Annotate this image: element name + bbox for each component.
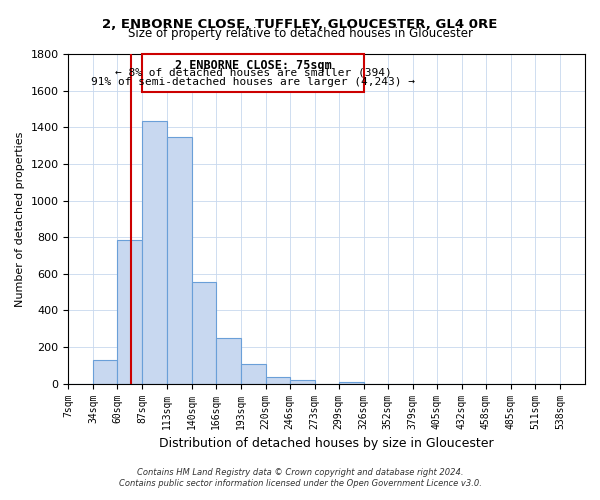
Bar	[94, 360, 118, 384]
Bar	[191, 282, 215, 384]
Bar	[241, 364, 266, 384]
Text: 2 ENBORNE CLOSE: 75sqm: 2 ENBORNE CLOSE: 75sqm	[175, 58, 331, 71]
Bar	[142, 121, 167, 384]
Text: 91% of semi-detached houses are larger (4,243) →: 91% of semi-detached houses are larger (…	[91, 78, 415, 88]
Text: Contains HM Land Registry data © Crown copyright and database right 2024.
Contai: Contains HM Land Registry data © Crown c…	[119, 468, 481, 487]
Bar	[118, 240, 142, 384]
Bar	[290, 380, 314, 384]
Bar	[266, 378, 290, 384]
Y-axis label: Number of detached properties: Number of detached properties	[15, 131, 25, 306]
Title: 2, ENBORNE CLOSE, TUFFLEY, GLOUCESTER, GL4 0RE
Size of property relative to deta: 2, ENBORNE CLOSE, TUFFLEY, GLOUCESTER, G…	[0, 499, 1, 500]
Bar	[167, 138, 191, 384]
Bar	[215, 338, 241, 384]
Text: 2, ENBORNE CLOSE, TUFFLEY, GLOUCESTER, GL4 0RE: 2, ENBORNE CLOSE, TUFFLEY, GLOUCESTER, G…	[103, 18, 497, 30]
Bar	[142, 54, 364, 92]
Text: ← 8% of detached houses are smaller (394): ← 8% of detached houses are smaller (394…	[115, 68, 391, 78]
X-axis label: Distribution of detached houses by size in Gloucester: Distribution of detached houses by size …	[160, 437, 494, 450]
Bar	[339, 382, 364, 384]
Text: Size of property relative to detached houses in Gloucester: Size of property relative to detached ho…	[128, 28, 473, 40]
